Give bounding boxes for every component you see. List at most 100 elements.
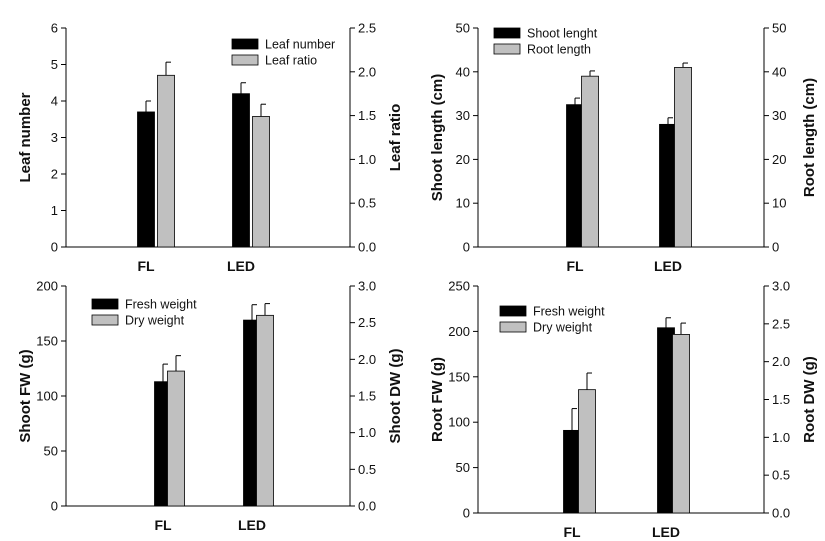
bar <box>659 123 677 248</box>
category-label: LED <box>227 258 255 274</box>
right-tick-label: 3.0 <box>358 279 376 294</box>
left-tick-label: 200 <box>36 279 58 294</box>
right-tick-label: 0.5 <box>358 196 376 211</box>
left-tick-label: 3 <box>51 130 58 145</box>
left-axis-title: Leaf number <box>17 92 34 182</box>
chart-panel-1: 0 1 2 3 4 5 6 0.0 0.5 1.0 1.5 2.0 2.5 Leaf number Leaf… <box>17 21 404 275</box>
left-tick-label: 250 <box>448 279 470 294</box>
right-axis-title: Root length (cm) <box>801 78 818 197</box>
right-tick-label: 1.5 <box>772 392 790 407</box>
right-tick-label: 30 <box>772 108 786 123</box>
right-tick-label: 2.0 <box>772 354 790 369</box>
legend-swatch <box>91 314 119 326</box>
right-tick-label: 0.0 <box>358 499 376 514</box>
left-axis-title: Root FW (g) <box>429 357 446 442</box>
right-tick-label: 0.0 <box>358 240 376 255</box>
right-tick-label: 1.5 <box>358 108 376 123</box>
right-axis-title: Leaf ratio <box>387 104 404 172</box>
right-tick-label: 1.5 <box>358 389 376 404</box>
legend-label: Leaf number <box>265 38 335 52</box>
left-tick-label: 150 <box>448 369 470 384</box>
right-tick-label: 0.5 <box>772 468 790 483</box>
category-label: FL <box>154 517 172 533</box>
legend-label: Fresh weight <box>533 305 605 319</box>
legend-label: Fresh weight <box>125 298 197 312</box>
legend-swatch <box>91 298 119 310</box>
right-tick-label: 50 <box>772 21 786 36</box>
bar <box>167 370 185 507</box>
legend-swatch <box>493 27 521 39</box>
category-label: FL <box>137 258 155 274</box>
right-tick-label: 1.0 <box>358 425 376 440</box>
right-tick-label: 2.0 <box>358 64 376 79</box>
category-label: FL <box>563 524 581 540</box>
chart-panel-4: 0 50 100 150 200 250 0.0 0.5 1.0 1.5 2.0 2.5 3.0 Root… <box>429 279 818 541</box>
bar <box>566 104 584 248</box>
left-axis-title: Shoot FW (g) <box>17 349 34 442</box>
left-tick-label: 20 <box>456 152 470 167</box>
bar <box>563 429 581 514</box>
bar <box>581 75 599 248</box>
right-tick-label: 0 <box>772 240 779 255</box>
legend-label: Dry weight <box>533 321 593 335</box>
chart-panel-2: 0 10 20 30 40 50 0 10 20 30 40 50 Shoot length (cm) R… <box>429 21 818 275</box>
legend-swatch <box>493 43 521 55</box>
left-tick-label: 1 <box>51 203 58 218</box>
left-tick-label: 2 <box>51 167 58 182</box>
bar <box>256 314 274 507</box>
left-tick-label: 0 <box>463 506 470 521</box>
right-tick-label: 1.0 <box>772 430 790 445</box>
right-tick-label: 0.0 <box>772 506 790 521</box>
legend-swatch <box>499 321 527 333</box>
right-tick-label: 0.5 <box>358 462 376 477</box>
legend-label: Shoot lenght <box>527 27 598 41</box>
bar <box>657 327 675 514</box>
bar <box>232 93 250 248</box>
chart-panel-3: 0 50 100 150 200 0.0 0.5 1.0 1.5 2.0 2.5 3.0 Shoot F… <box>17 279 404 534</box>
right-axis-title: Shoot DW (g) <box>387 349 404 444</box>
left-tick-label: 6 <box>51 21 58 36</box>
left-tick-label: 0 <box>51 499 58 514</box>
legend-swatch <box>231 38 259 50</box>
left-axis-title: Shoot length (cm) <box>429 74 446 202</box>
left-tick-label: 4 <box>51 94 58 109</box>
left-tick-label: 150 <box>36 334 58 349</box>
left-tick-label: 100 <box>448 415 470 430</box>
legend-label: Root length <box>527 43 591 57</box>
bar <box>137 111 155 248</box>
left-tick-label: 50 <box>456 21 470 36</box>
legend-label: Dry weight <box>125 314 185 328</box>
category-label: LED <box>652 524 680 540</box>
legend-label: Leaf ratio <box>265 54 317 68</box>
left-tick-label: 0 <box>51 240 58 255</box>
left-tick-label: 50 <box>44 444 58 459</box>
legend-swatch <box>499 305 527 317</box>
left-tick-label: 5 <box>51 57 58 72</box>
legend-swatch <box>231 54 259 66</box>
right-tick-label: 2.0 <box>358 352 376 367</box>
right-tick-label: 2.5 <box>358 21 376 36</box>
bar <box>578 389 596 514</box>
left-tick-label: 30 <box>456 108 470 123</box>
category-label: FL <box>566 258 584 274</box>
bar <box>157 74 175 248</box>
left-tick-label: 40 <box>456 64 470 79</box>
right-tick-label: 20 <box>772 152 786 167</box>
right-tick-label: 40 <box>772 64 786 79</box>
right-tick-label: 2.5 <box>772 316 790 331</box>
left-tick-label: 200 <box>448 324 470 339</box>
bar <box>674 67 692 248</box>
right-axis-title: Root DW (g) <box>801 356 818 443</box>
right-tick-label: 2.5 <box>358 315 376 330</box>
right-tick-label: 10 <box>772 196 786 211</box>
left-tick-label: 0 <box>463 240 470 255</box>
bar <box>252 116 270 248</box>
right-tick-label: 3.0 <box>772 279 790 294</box>
left-tick-label: 50 <box>456 460 470 475</box>
category-label: LED <box>654 258 682 274</box>
right-tick-label: 1.0 <box>358 152 376 167</box>
bar <box>672 334 690 514</box>
category-label: LED <box>238 517 266 533</box>
left-tick-label: 10 <box>456 196 470 211</box>
